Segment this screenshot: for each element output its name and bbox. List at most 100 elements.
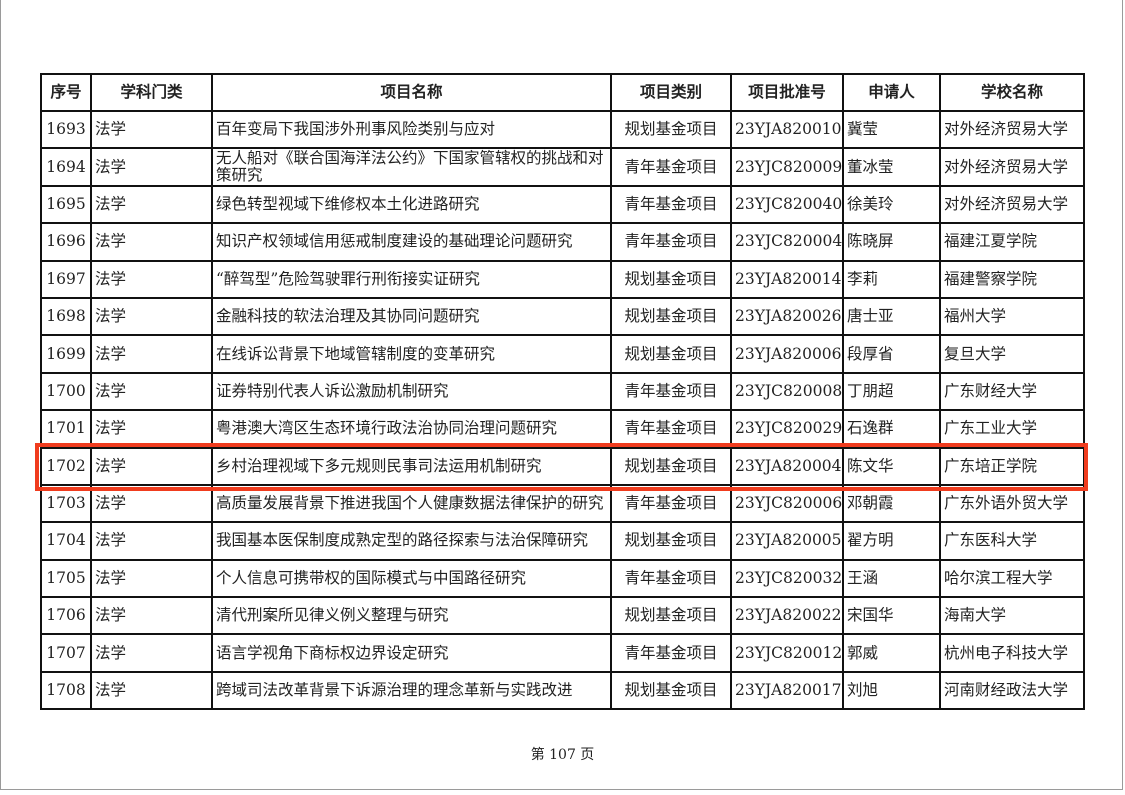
cell-project-type: 青年基金项目 xyxy=(610,633,732,673)
cell-project-type: 规划基金项目 xyxy=(610,259,732,299)
cell-approval-number: 23YJA820026 xyxy=(730,296,844,337)
cell-discipline: 法学 xyxy=(90,371,213,412)
header-approval-number: 项目批准号 xyxy=(730,73,844,112)
table-row: 1699 法学 在线诉讼背景下地域管辖制度的变革研究 规划基金项目 23YJA82000… xyxy=(40,334,1085,374)
cell-project-name: 知识产权领域信用惩戒制度建设的基础理论问题研究 xyxy=(211,222,612,262)
cell-index: 1698 xyxy=(40,296,92,337)
cell-project-type: 规划基金项目 xyxy=(610,446,732,486)
table-row: 1708 法学 跨域司法改革背景下诉源治理的理念革新与实践改进 规划基金项目 23YJA… xyxy=(40,670,1085,711)
cell-applicant: 徐美玲 xyxy=(842,184,941,225)
cell-applicant: 陈晓屏 xyxy=(842,222,941,262)
cell-project-name: 乡村治理视域下多元规则民事司法运用机制研究 xyxy=(211,446,612,486)
cell-discipline: 法学 xyxy=(90,633,213,673)
cell-school: 广东财经大学 xyxy=(939,371,1085,412)
cell-approval-number: 23YJC820004 xyxy=(730,222,844,262)
header-school: 学校名称 xyxy=(939,73,1085,112)
cell-project-type: 规划基金项目 xyxy=(610,334,732,374)
cell-approval-number: 23YJC820029 xyxy=(730,409,844,449)
cell-project-type: 青年基金项目 xyxy=(610,483,732,524)
cell-school: 福建警察学院 xyxy=(939,259,1085,299)
cell-school: 对外经济贸易大学 xyxy=(939,147,1085,187)
cell-index: 1695 xyxy=(40,184,92,225)
cell-discipline: 法学 xyxy=(90,558,213,599)
cell-project-name: 证券特别代表人诉讼激励机制研究 xyxy=(211,371,612,412)
cell-discipline: 法学 xyxy=(90,222,213,262)
table-row: 1704 法学 我国基本医保制度成熟定型的路径探索与法治保障研究 规划基金项目 23YJ… xyxy=(40,521,1085,561)
cell-applicant: 段厚省 xyxy=(842,334,941,374)
cell-approval-number: 23YJC820008 xyxy=(730,371,844,412)
header-discipline: 学科门类 xyxy=(90,73,213,112)
cell-applicant: 冀莹 xyxy=(842,109,941,150)
cell-discipline: 法学 xyxy=(90,409,213,449)
cell-project-name: 个人信息可携带权的国际模式与中国路径研究 xyxy=(211,558,612,599)
cell-project-name: 金融科技的软法治理及其协同问题研究 xyxy=(211,296,612,337)
cell-applicant: 唐士亚 xyxy=(842,296,941,337)
cell-project-type: 规划基金项目 xyxy=(610,670,732,711)
cell-approval-number: 23YJC820032 xyxy=(730,558,844,599)
cell-discipline: 法学 xyxy=(90,147,213,187)
cell-approval-number: 23YJA820014 xyxy=(730,259,844,299)
project-table: 序号 学科门类 项目名称 项目类别 项目批准号 申请人 学校名称 1693 法学百… xyxy=(40,73,1085,711)
header-project-name: 项目名称 xyxy=(211,73,612,112)
cell-discipline: 法学 xyxy=(90,483,213,524)
cell-approval-number: 23YJC820006 xyxy=(730,483,844,524)
cell-approval-number: 23YJA820005 xyxy=(730,521,844,561)
cell-school: 对外经济贸易大学 xyxy=(939,184,1085,225)
cell-index: 1696 xyxy=(40,222,92,262)
cell-approval-number: 23YJC820012 xyxy=(730,633,844,673)
cell-index: 1705 xyxy=(40,558,92,599)
cell-approval-number: 23YJA820022 xyxy=(730,596,844,636)
cell-applicant: 王涵 xyxy=(842,558,941,599)
cell-discipline: 法学 xyxy=(90,446,213,486)
cell-project-name: 绿色转型视域下维修权本土化进路研究 xyxy=(211,184,612,225)
cell-project-name: 跨域司法改革背景下诉源治理的理念革新与实践改进 xyxy=(211,670,612,711)
cell-school: 广东培正学院 xyxy=(939,446,1085,486)
cell-index: 1693 xyxy=(40,109,92,150)
cell-applicant: 石逸群 xyxy=(842,409,941,449)
cell-school: 杭州电子科技大学 xyxy=(939,633,1085,673)
cell-school: 福建江夏学院 xyxy=(939,222,1085,262)
cell-applicant: 翟方明 xyxy=(842,521,941,561)
cell-discipline: 法学 xyxy=(90,521,213,561)
cell-index: 1700 xyxy=(40,371,92,412)
table-row: 1700 法学 证券特别代表人诉讼激励机制研究 青年基金项目 23YJC820008 丁朋… xyxy=(40,371,1085,412)
cell-project-name: 清代刑案所见律义例义整理与研究 xyxy=(211,596,612,636)
cell-applicant: 丁朋超 xyxy=(842,371,941,412)
header-applicant: 申请人 xyxy=(842,73,941,112)
cell-index: 1706 xyxy=(40,596,92,636)
cell-school: 海南大学 xyxy=(939,596,1085,636)
cell-discipline: 法学 xyxy=(90,596,213,636)
cell-project-type: 青年基金项目 xyxy=(610,147,732,187)
cell-approval-number: 23YJA820017 xyxy=(730,670,844,711)
cell-project-name: 百年变局下我国涉外刑事风险类别与应对 xyxy=(211,109,612,150)
cell-project-type: 青年基金项目 xyxy=(610,371,732,412)
table-row: 1697 法学 “醉驾型”危险驾驶罪行刑衔接实证研究 规划基金项目 23YJA82001… xyxy=(40,259,1085,299)
cell-discipline: 法学 xyxy=(90,109,213,150)
cell-school: 对外经济贸易大学 xyxy=(939,109,1085,150)
cell-index: 1694 xyxy=(40,147,92,187)
cell-applicant: 刘旭 xyxy=(842,670,941,711)
cell-project-name: 我国基本医保制度成熟定型的路径探索与法治保障研究 xyxy=(211,521,612,561)
table-row: 1694 法学 无人船对《联合国海洋法公约》下国家管辖权的挑战和对策研究 青年基金项目… xyxy=(40,147,1085,187)
cell-applicant: 郭威 xyxy=(842,633,941,673)
cell-index: 1701 xyxy=(40,409,92,449)
cell-school: 广东外语外贸大学 xyxy=(939,483,1085,524)
cell-discipline: 法学 xyxy=(90,184,213,225)
cell-school: 广东工业大学 xyxy=(939,409,1085,449)
cell-project-type: 青年基金项目 xyxy=(610,558,732,599)
cell-project-type: 规划基金项目 xyxy=(610,296,732,337)
table-row: 1703 法学 高质量发展背景下推进我国个人健康数据法律保护的研究 青年基金项目 23Y… xyxy=(40,483,1085,524)
cell-index: 1704 xyxy=(40,521,92,561)
table-row: 1698 法学 金融科技的软法治理及其协同问题研究 规划基金项目 23YJA820026… xyxy=(40,296,1085,337)
table-row: 1705 法学 个人信息可携带权的国际模式与中国路径研究 青年基金项目 23YJC820… xyxy=(40,558,1085,599)
cell-approval-number: 23YJC820040 xyxy=(730,184,844,225)
cell-applicant: 邓朝霞 xyxy=(842,483,941,524)
cell-project-name: “醉驾型”危险驾驶罪行刑衔接实证研究 xyxy=(211,259,612,299)
cell-approval-number: 23YJA820004 xyxy=(730,446,844,486)
cell-applicant: 董冰莹 xyxy=(842,147,941,187)
cell-project-type: 规划基金项目 xyxy=(610,596,732,636)
table-row: 1693 法学 百年变局下我国涉外刑事风险类别与应对 规划基金项目 23YJA82001… xyxy=(40,109,1085,150)
table-row: 1702 法学 乡村治理视域下多元规则民事司法运用机制研究 规划基金项目 23YJA82… xyxy=(40,446,1085,486)
cell-project-type: 规划基金项目 xyxy=(610,521,732,561)
table-row: 1701 法学 粤港澳大湾区生态环境行政法治协同治理问题研究 青年基金项目 23YJC8… xyxy=(40,409,1085,449)
